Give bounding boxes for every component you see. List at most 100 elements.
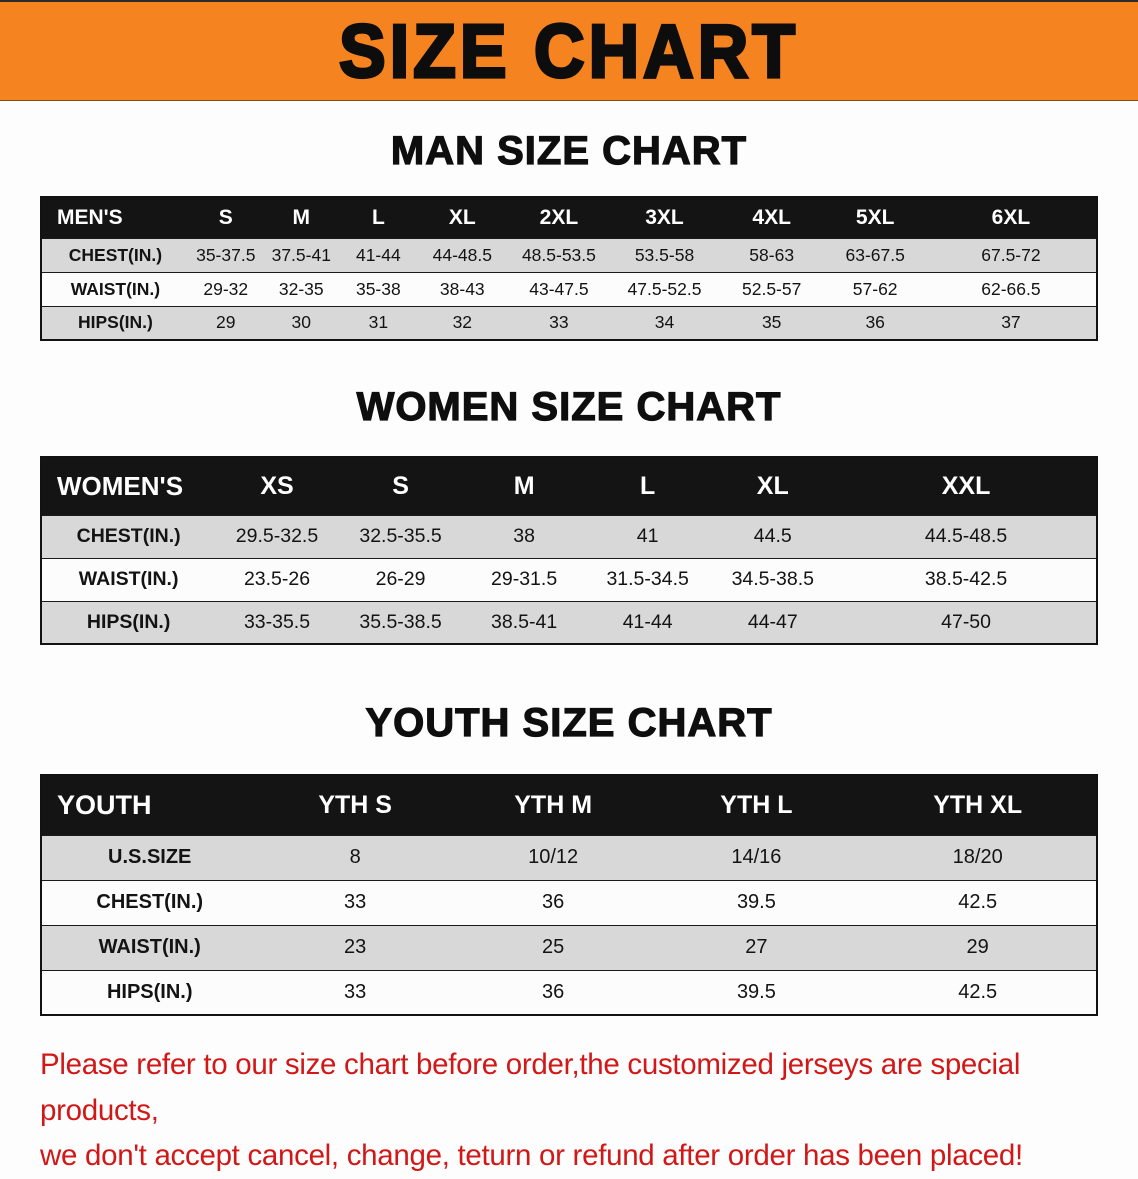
table-header-row: YOUTH YTH S YTH M YTH L YTH XL: [41, 775, 1097, 835]
row-label: CHEST(IN.): [96, 891, 204, 913]
table-cell: 38.5-41: [491, 610, 558, 633]
disclaimer-line-2: we don't accept cancel, change, teturn o…: [40, 1139, 1023, 1173]
table-cell: 35.5-38.5: [359, 610, 442, 633]
table-cell: 29: [216, 312, 236, 333]
size-column-header: YTH XL: [859, 775, 1097, 835]
man-size-chart-heading: MAN SIZE CHART: [390, 128, 748, 173]
table-label-header: YOUTH: [41, 775, 258, 835]
disclaimer: Please refer to our size chart before or…: [40, 1042, 1100, 1179]
table-cell: 44.5-48.5: [924, 525, 1008, 547]
youth-size-chart-section: YOUTH SIZE CHART YOUTH YTH S YTH M YTH L YTH…: [0, 700, 1138, 1016]
table-cell: 32: [452, 312, 473, 333]
table-row: WAIST(IN.) 23.5-26 26-29 29-31.5 31.5-34.5 34…: [41, 558, 1097, 601]
row-label: WAIST(IN.): [78, 568, 179, 590]
table-row: CHEST(IN.) 29.5-32.5 32.5-35.5 38 41 44.5 44.5…: [41, 515, 1097, 558]
table-cell: 43-47.5: [529, 278, 589, 299]
table-cell: 52.5-57: [742, 278, 802, 299]
table-cell: 33-35.5: [243, 610, 311, 633]
size-column-header: YTH S: [257, 775, 453, 835]
table-cell: 42.5: [958, 891, 998, 913]
table-cell: 23.5-26: [243, 568, 311, 590]
table-cell: 42.5: [958, 980, 998, 1003]
table-cell: 34: [654, 312, 675, 333]
table-cell: 53.5-58: [634, 244, 695, 265]
man-size-chart-section: MAN SIZE CHART MEN'S S M L XL 2XL 3XL 4XL 5XL 6XL…: [0, 128, 1138, 341]
size-column-header: XL: [709, 457, 837, 515]
table-cell: 63-67.5: [845, 244, 905, 265]
size-column-header: 2XL: [507, 197, 611, 238]
youth-size-chart-heading: YOUTH SIZE CHART: [365, 700, 773, 745]
row-label: U.S.SIZE: [108, 846, 192, 868]
table-row: CHEST(IN.) 35-37.5 37.5-41 41-44 44-48.5 48.5…: [41, 238, 1097, 272]
row-label: HIPS(IN.): [86, 610, 171, 633]
table-cell: 34.5-38.5: [731, 568, 814, 590]
size-column-header: XS: [215, 457, 339, 515]
row-label: CHEST(IN.): [68, 244, 163, 265]
table-cell: 29-31.5: [491, 568, 558, 590]
table-cell: 39.5: [736, 891, 776, 913]
table-cell: 47-50: [941, 610, 991, 633]
table-cell: 47.5-52.5: [627, 278, 702, 299]
mens-size-table: MEN'S S M L XL 2XL 3XL 4XL 5XL 6XL CHEST(IN.) 35-37…: [40, 196, 1098, 341]
table-cell: 39.5: [736, 980, 776, 1003]
row-label: WAIST(IN.): [70, 278, 161, 299]
table-cell: 37.5-41: [271, 244, 331, 265]
table-cell: 44.5: [753, 525, 792, 547]
size-column-header: S: [188, 197, 263, 238]
womens-size-table: WOMEN'S XS S M L XL XXL CHEST(IN.) 29.5-32.5 32.5…: [40, 456, 1098, 645]
table-cell: 38: [513, 525, 535, 547]
table-cell: 44-47: [747, 610, 798, 633]
youth-size-table: YOUTH YTH S YTH M YTH L YTH XL U.S.SIZE 8 10/12…: [40, 774, 1098, 1016]
table-cell: 36: [542, 891, 565, 913]
table-cell: 36: [865, 312, 885, 333]
size-column-header: 4XL: [718, 197, 825, 238]
table-cell: 8: [349, 846, 361, 868]
table-cell: 67.5-72: [981, 244, 1041, 265]
women-size-chart-heading: WOMEN SIZE CHART: [356, 384, 782, 429]
table-label-header: WOMEN'S: [41, 457, 216, 515]
table-cell: 41-44: [622, 610, 673, 633]
table-cell: 57-62: [852, 278, 898, 299]
table-cell: 32-35: [278, 278, 324, 299]
table-row: WAIST(IN.) 29-32 32-35 35-38 38-43 43-47.5 47.…: [41, 272, 1097, 306]
table-row: WAIST(IN.) 23 25 27 29: [41, 925, 1097, 970]
table-cell: 18/20: [952, 846, 1003, 868]
table-cell: 33: [549, 312, 569, 333]
table-cell: 31: [368, 312, 389, 333]
table-cell: 58-63: [749, 244, 795, 265]
table-row: HIPS(IN.) 29 30 31 32 33 34 35 36 37: [41, 306, 1097, 340]
row-label: CHEST(IN.): [76, 525, 181, 547]
women-size-chart-section: WOMEN SIZE CHART WOMEN'S XS S M L XL XXL CHEST(…: [0, 384, 1138, 645]
size-column-header: 5XL: [824, 197, 926, 238]
table-row: CHEST(IN.) 33 36 39.5 42.5: [41, 880, 1097, 925]
table-cell: 33: [344, 980, 367, 1003]
disclaimer-line-1: Please refer to our size chart before or…: [40, 1048, 1021, 1127]
table-cell: 14/16: [731, 846, 782, 868]
size-column-header: 3XL: [610, 197, 719, 238]
table-cell: 33: [344, 891, 367, 913]
row-label: HIPS(IN.): [77, 312, 153, 333]
table-cell: 26-29: [375, 568, 426, 590]
table-row: U.S.SIZE 8 10/12 14/16 18/20: [41, 835, 1097, 880]
size-chart-banner: SIZE CHART: [0, 0, 1138, 101]
table-cell: 48.5-53.5: [521, 244, 596, 265]
table-row: HIPS(IN.) 33 36 39.5 42.5: [41, 970, 1097, 1015]
row-label: WAIST(IN.): [98, 936, 201, 958]
table-cell: 35-37.5: [196, 244, 256, 265]
size-column-header: M: [262, 197, 340, 238]
table-cell: 23: [344, 936, 367, 958]
table-cell: 44-48.5: [432, 244, 492, 265]
table-cell: 10/12: [528, 846, 579, 868]
table-cell: 32.5-35.5: [359, 525, 442, 547]
size-column-header: XXL: [836, 457, 1097, 515]
table-cell: 36: [542, 980, 565, 1003]
size-column-header: L: [339, 197, 417, 238]
size-column-header: YTH L: [653, 775, 860, 835]
row-label: HIPS(IN.): [106, 980, 193, 1003]
table-cell: 37: [1001, 312, 1021, 333]
table-cell: 29-32: [203, 278, 249, 299]
table-cell: 27: [745, 936, 768, 958]
table-header-row: MEN'S S M L XL 2XL 3XL 4XL 5XL 6XL: [41, 197, 1097, 238]
table-cell: 41-44: [355, 244, 401, 265]
table-cell: 38-43: [439, 278, 485, 299]
